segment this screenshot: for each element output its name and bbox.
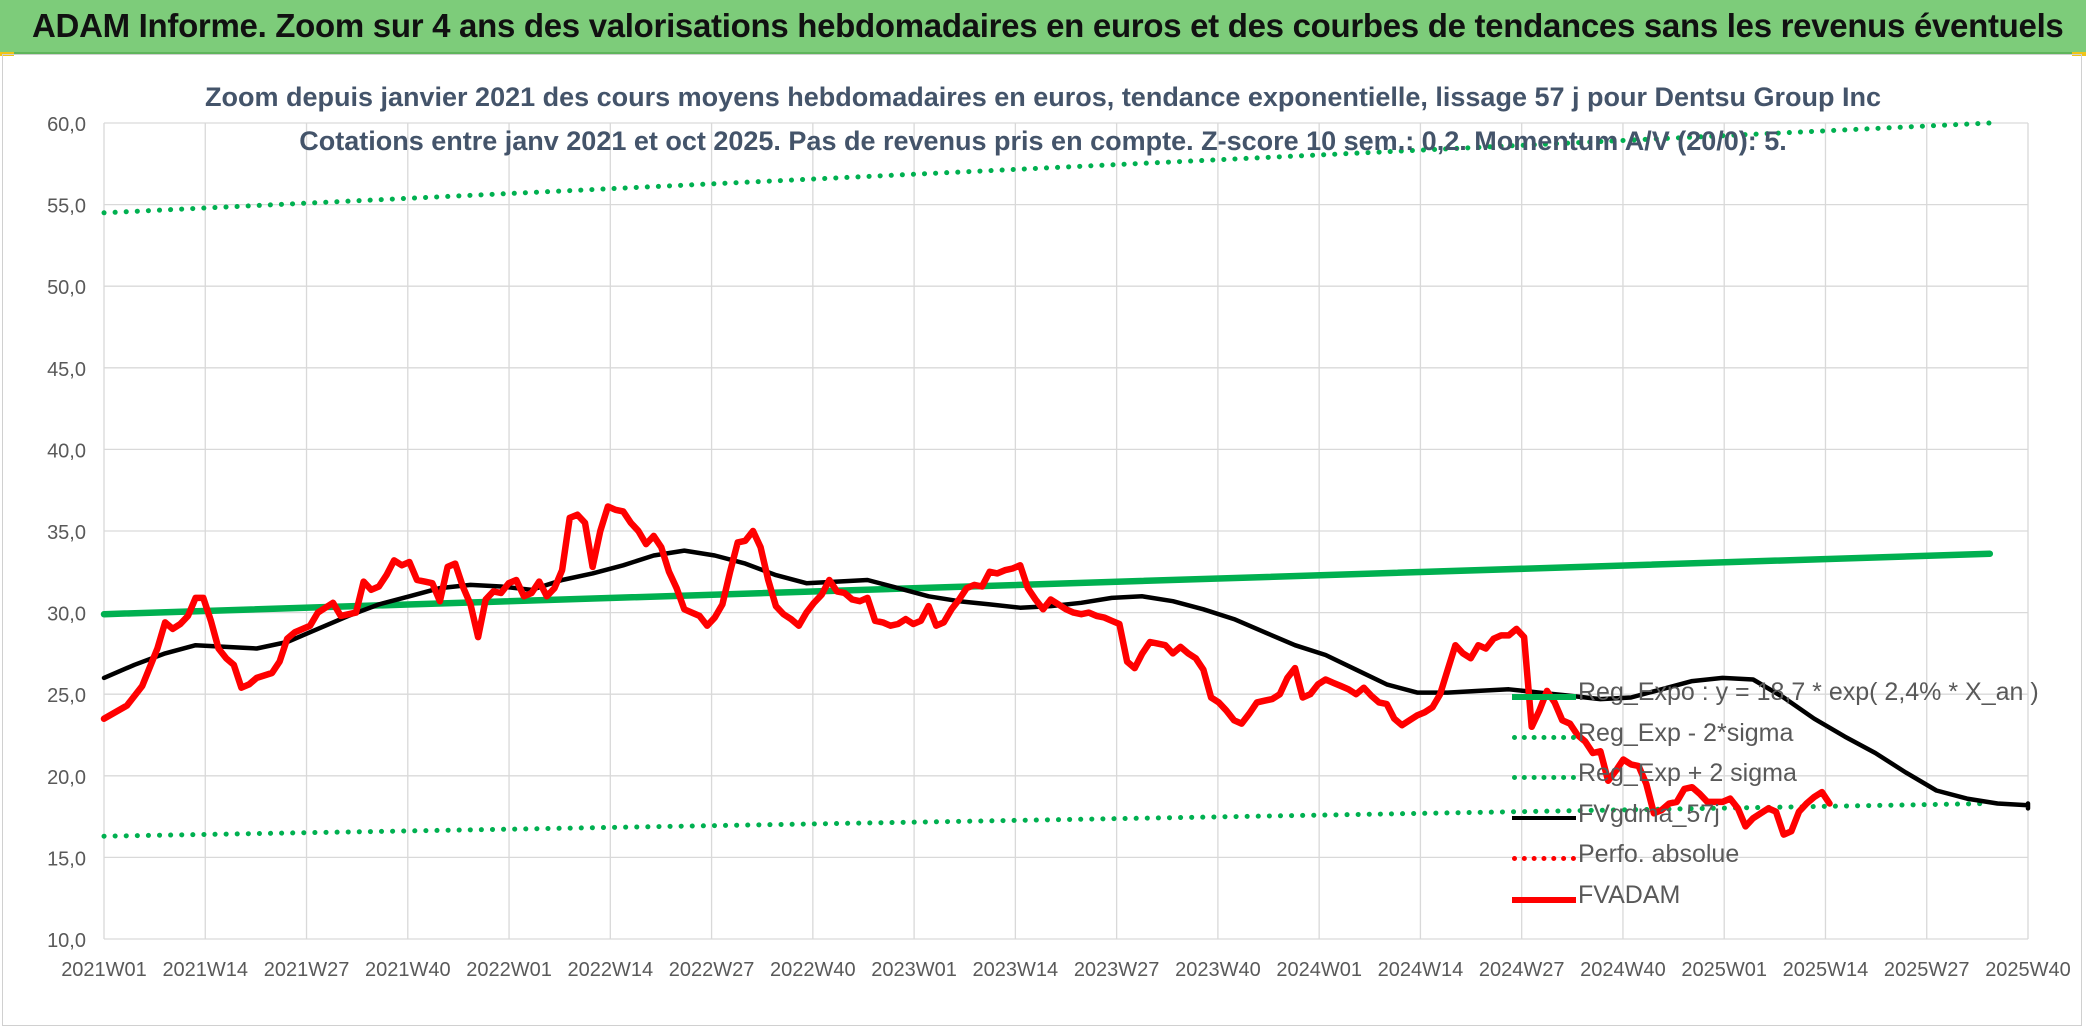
- legend-entry: Perfo. absolue: [1508, 838, 2048, 879]
- legend-entry: Reg_Exp + 2 sigma: [1508, 757, 2048, 798]
- x-tick-label: 2024W01: [1276, 959, 1362, 981]
- y-tick-label: 50,0: [47, 277, 86, 299]
- series-line-3: [101, 120, 1993, 216]
- gridlines: [103, 122, 2029, 940]
- legend-swatch: [1512, 815, 1576, 820]
- x-tick-label: 2023W01: [871, 959, 957, 981]
- series-line-2: [101, 801, 1993, 839]
- legend-label: Reg_Exp + 2 sigma: [1578, 759, 1797, 787]
- legend-entry: Reg_Exp - 2*sigma: [1508, 717, 2048, 758]
- y-tick-label: 25,0: [47, 685, 86, 707]
- legend-swatch: [1512, 694, 1576, 700]
- report-banner: ADAM Informe. Zoom sur 4 ans des valoris…: [0, 0, 2086, 54]
- x-tick-label: 2023W27: [1074, 959, 1160, 981]
- y-tick-label: 40,0: [47, 440, 86, 462]
- x-tick-label: 2021W27: [264, 959, 350, 981]
- y-tick-label: 35,0: [47, 522, 86, 544]
- x-tick-label: 2021W40: [365, 959, 451, 981]
- legend-entry: Reg_Expo : y = 18,7 * exp( 2,4% * X_an ): [1508, 676, 2048, 717]
- chart-frame: [2, 54, 2082, 1026]
- legend-label: FVADAM: [1578, 880, 1681, 909]
- y-tick-label: 60,0: [47, 114, 86, 136]
- legend-label: FVgdma_57j: [1578, 799, 1720, 828]
- chart-title: Zoom depuis janvier 2021 des cours moyen…: [205, 82, 1881, 112]
- series-line-4: [101, 548, 2031, 811]
- y-tick-label: 10,0: [47, 930, 86, 952]
- x-tick-label: 2024W14: [1378, 959, 1464, 981]
- x-tick-label: 2023W40: [1175, 959, 1261, 981]
- legend-entry: FVADAM: [1508, 879, 2048, 920]
- x-tick-label: 2024W40: [1580, 959, 1666, 981]
- x-tick-label: 2024W27: [1479, 959, 1565, 981]
- y-tick-label: 20,0: [47, 767, 86, 789]
- chart-legend: Reg_Expo : y = 18,7 * exp( 2,4% * X_an )…: [1508, 676, 2048, 919]
- legend-label: Reg_Expo : y = 18,7 * exp( 2,4% * X_an ): [1578, 678, 2039, 706]
- y-tick-label: 15,0: [47, 848, 86, 870]
- x-tick-label: 2022W27: [669, 959, 755, 981]
- y-tick-label: 30,0: [47, 604, 86, 626]
- legend-entry: FVgdma_57j: [1508, 798, 2048, 839]
- x-tick-label: 2025W01: [1681, 959, 1767, 981]
- series-line-1: [100, 550, 1994, 618]
- x-tick-label: 2022W01: [466, 959, 552, 981]
- legend-swatch: [1512, 734, 1576, 740]
- x-tick-label: 2022W40: [770, 959, 856, 981]
- report-title: ADAM Informe. Zoom sur 4 ans des valoris…: [32, 7, 2064, 44]
- x-tick-label: 2025W14: [1783, 959, 1869, 981]
- x-axis-ticks: 2021W01 2021W14 2021W27 2021W40 2022W01 2022W…: [61, 959, 2071, 981]
- legend-label: Perfo. absolue: [1578, 840, 1740, 868]
- chart-subtitle: Cotations entre janv 2021 et oct 2025. P…: [299, 126, 1787, 156]
- y-tick-label: 45,0: [47, 359, 86, 381]
- x-tick-label: 2023W14: [973, 959, 1059, 981]
- legend-label: Reg_Exp - 2*sigma: [1578, 718, 1794, 747]
- x-tick-label: 2025W27: [1884, 959, 1970, 981]
- y-tick-label: 55,0: [47, 196, 86, 218]
- legend-swatch: [1512, 896, 1576, 903]
- legend-swatch: [1512, 856, 1576, 861]
- x-tick-label: 2022W14: [568, 959, 654, 981]
- x-tick-label: 2021W01: [61, 959, 147, 981]
- y-axis-ticks: 10,0 15,0 20,0 25,0 30,0 35,0 40,0 45,0 50,0 55,0…: [47, 114, 86, 952]
- legend-swatch: [1512, 775, 1576, 780]
- x-tick-label: 2021W14: [162, 959, 248, 981]
- x-tick-label: 2025W40: [1985, 959, 2071, 981]
